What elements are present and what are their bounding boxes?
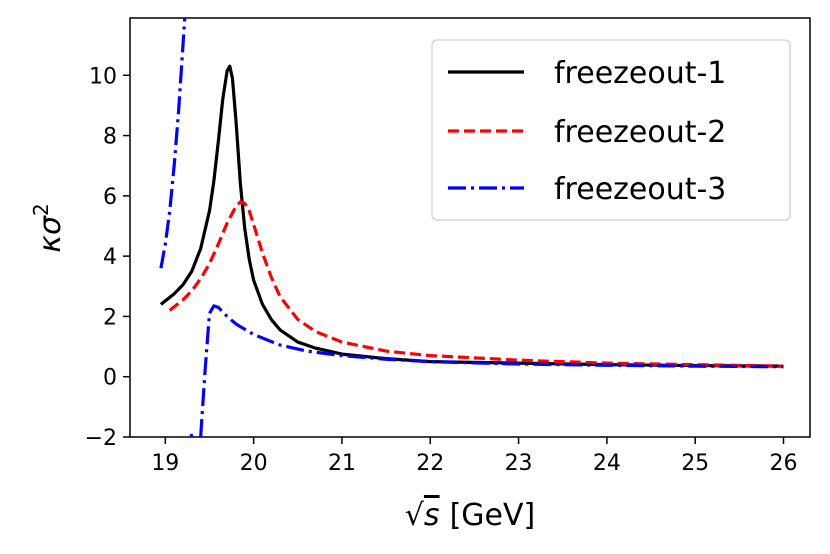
x-axis-label-sqrt: √ xyxy=(405,498,425,533)
y-tick-label: 2 xyxy=(103,305,117,330)
x-axis-label: √s [GeV] xyxy=(405,498,535,533)
x-tick-label: 25 xyxy=(681,451,709,476)
y-tick-label: 4 xyxy=(103,245,117,270)
x-tick-label: 21 xyxy=(328,451,356,476)
x-tick-label: 26 xyxy=(770,451,798,476)
x-axis-ticks: 19 20 21 22 23 24 25 26 xyxy=(151,437,798,476)
series-line-freezeout-2 xyxy=(168,200,784,368)
y-tick-label: 6 xyxy=(103,185,117,210)
x-tick-label: 22 xyxy=(416,451,444,476)
legend-box xyxy=(431,39,791,221)
plot-frame xyxy=(129,17,811,438)
y-axis-label-base: κσ xyxy=(33,215,68,253)
legend-label-freezeout-2: freezeout-2 xyxy=(554,115,726,150)
series-group xyxy=(159,18,784,437)
y-axis-ticks: −2 0 2 4 6 8 10 xyxy=(85,64,130,451)
legend: freezeout-1 freezeout-2 freezeout-3 xyxy=(431,39,791,221)
x-tick-label: 23 xyxy=(505,451,533,476)
y-tick-label: 8 xyxy=(103,125,117,150)
y-axis-label: κσ2 xyxy=(29,203,68,252)
y-tick-label: 10 xyxy=(89,64,117,89)
x-axis-label-unit: [GeV] xyxy=(450,498,536,533)
y-tick-label: −2 xyxy=(85,426,117,451)
series-line-freezeout-1 xyxy=(159,64,784,368)
x-tick-label: 19 xyxy=(151,451,179,476)
y-axis-label-sup: 2 xyxy=(29,203,53,216)
x-tick-label: 20 xyxy=(240,451,268,476)
legend-label-freezeout-3: freezeout-3 xyxy=(554,172,726,207)
x-axis-label-var: s xyxy=(424,498,440,533)
legend-label-freezeout-1: freezeout-1 xyxy=(554,56,726,91)
series-line-freezeout-3 xyxy=(159,18,784,437)
x-tick-label: 24 xyxy=(593,451,621,476)
y-tick-label: 0 xyxy=(103,366,117,391)
